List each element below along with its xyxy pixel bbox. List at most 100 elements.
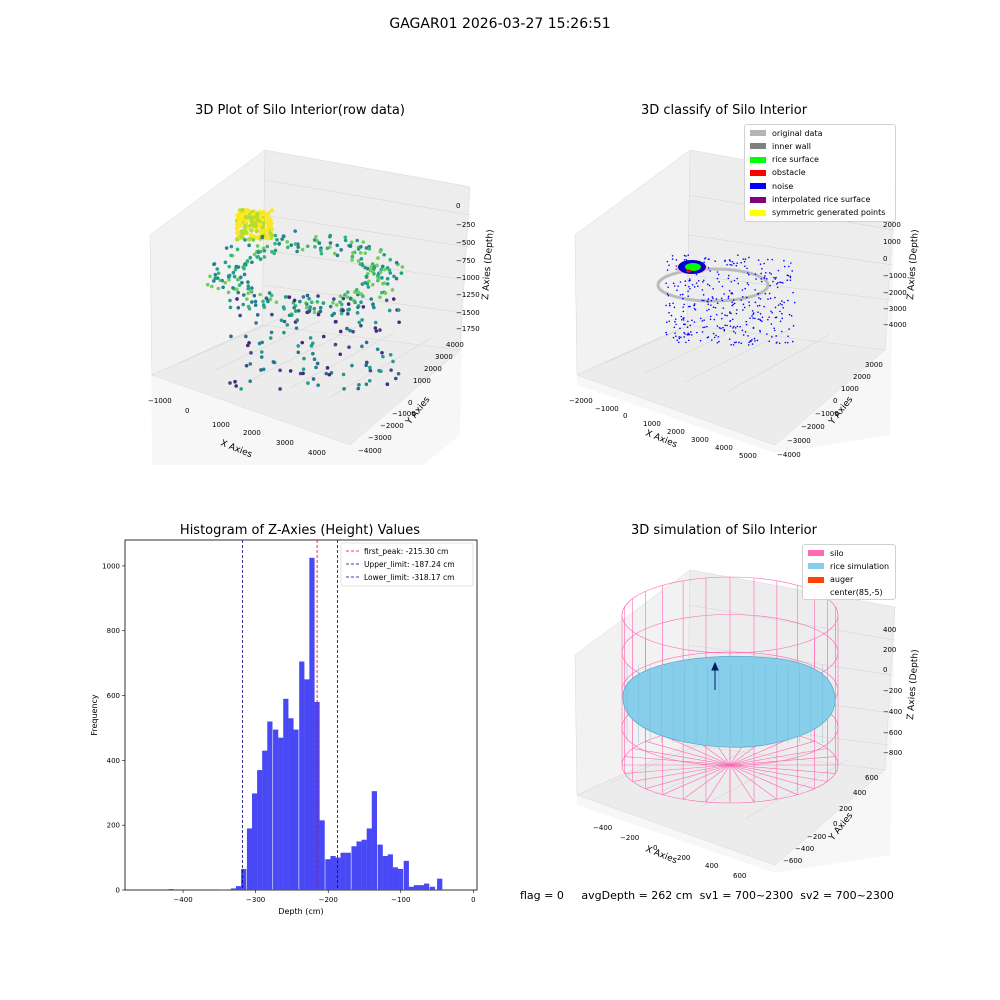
legend-label: Lower_limit: -318.17 cm (364, 573, 454, 582)
raw-3d-plot[interactable]: −1000 0 1000 2000 3000 4000 −4000 −3000 … (140, 135, 500, 465)
raw-point (258, 292, 262, 297)
noise-point (754, 289, 756, 291)
noise-point (678, 336, 681, 338)
raw-point (268, 297, 273, 301)
noise-point (769, 284, 771, 287)
noise-point (721, 312, 723, 315)
raw-point (345, 326, 349, 331)
histogram-bar (361, 839, 367, 890)
noise-point (717, 335, 720, 338)
raw-point (231, 270, 236, 275)
legend-label: symmetric generated points (772, 208, 886, 218)
classify-3d-plot[interactable]: −2000 −1000 0 1000 2000 3000 4000 5000 −… (565, 135, 925, 465)
raw-point (341, 372, 346, 377)
sim-xtick: 0 (653, 844, 657, 852)
noise-point (693, 303, 696, 305)
noise-point (741, 289, 744, 291)
noise-point (712, 306, 715, 308)
noise-point (747, 344, 750, 346)
raw-point (251, 238, 256, 242)
noise-point (721, 285, 724, 288)
noise-point (752, 327, 755, 329)
noise-point (716, 277, 719, 280)
raw-ytick: 0 (408, 399, 412, 407)
histogram-bar (257, 770, 263, 890)
noise-point (783, 259, 785, 262)
histogram-bar (293, 729, 299, 890)
noise-point (695, 273, 698, 276)
raw-point (319, 248, 323, 253)
raw-point (313, 244, 317, 249)
noise-point (666, 269, 669, 271)
noise-point (738, 341, 740, 344)
noise-point (726, 324, 728, 327)
raw-point (210, 284, 214, 289)
raw-ztick: 0 (456, 202, 460, 210)
raw-point (271, 360, 276, 364)
noise-point (690, 334, 693, 336)
raw-point (351, 329, 355, 334)
noise-point (728, 338, 731, 340)
noise-point (677, 341, 680, 344)
raw-point (239, 275, 243, 280)
noise-point (755, 278, 757, 280)
raw-point (370, 282, 375, 287)
histogram-bar (429, 886, 436, 890)
raw-point (224, 246, 229, 250)
raw-point (334, 303, 339, 307)
raw-point (261, 209, 266, 215)
noise-point (673, 306, 676, 309)
raw-point (332, 297, 336, 301)
histogram-bar (392, 867, 399, 890)
noise-point (676, 289, 678, 292)
raw-point (364, 275, 369, 279)
noise-point (739, 325, 741, 328)
raw-point (378, 249, 383, 254)
noise-point (771, 336, 773, 338)
noise-point (746, 282, 749, 284)
raw-point (266, 299, 270, 304)
cls-ztick: 2000 (883, 221, 901, 229)
noise-point (733, 302, 736, 305)
classify-legend: original data inner wall rice surface obsta… (744, 124, 896, 222)
noise-point (680, 315, 683, 318)
histogram-bar (437, 878, 443, 890)
noise-point (743, 306, 746, 309)
raw-point (338, 329, 343, 334)
sim-ztick: 0 (883, 666, 887, 674)
noise-point (763, 305, 765, 308)
raw-point (254, 214, 260, 219)
raw-point (254, 321, 258, 325)
raw-point (366, 285, 371, 289)
noise-point (707, 303, 709, 306)
noise-point (782, 282, 784, 284)
raw-point (248, 255, 253, 260)
raw-point (216, 271, 221, 275)
sim-ytick: 200 (839, 805, 852, 813)
noise-point (791, 270, 794, 272)
noise-point (691, 319, 693, 322)
raw-point (205, 282, 210, 287)
noise-point (718, 281, 720, 283)
raw-point (359, 323, 363, 328)
inner-wall-ring (656, 267, 770, 303)
histogram-chart[interactable]: −400 −300 −200 −100 0 0 200 400 600 800 1000 Depth … (80, 535, 485, 920)
noise-point (735, 341, 737, 343)
raw-xtick: 1000 (212, 421, 230, 429)
raw-point (273, 233, 278, 238)
sim-ztick: −600 (883, 729, 902, 737)
cls-xtick: 0 (623, 412, 627, 420)
noise-point (710, 339, 713, 341)
noise-point (701, 331, 704, 333)
sim-ytick: 600 (865, 774, 878, 782)
histogram-bar (241, 868, 247, 890)
simulation-3d-plot[interactable]: −400 −200 0 200 400 600 −600 −400 −200 0… (565, 555, 925, 885)
legend-entry: noise (750, 180, 793, 192)
noise-point (792, 325, 795, 327)
noise-point (684, 333, 686, 335)
noise-point (716, 271, 719, 273)
noise-point (674, 335, 677, 338)
raw-point (369, 265, 374, 269)
noise-point (686, 333, 689, 336)
raw-point (285, 323, 290, 327)
